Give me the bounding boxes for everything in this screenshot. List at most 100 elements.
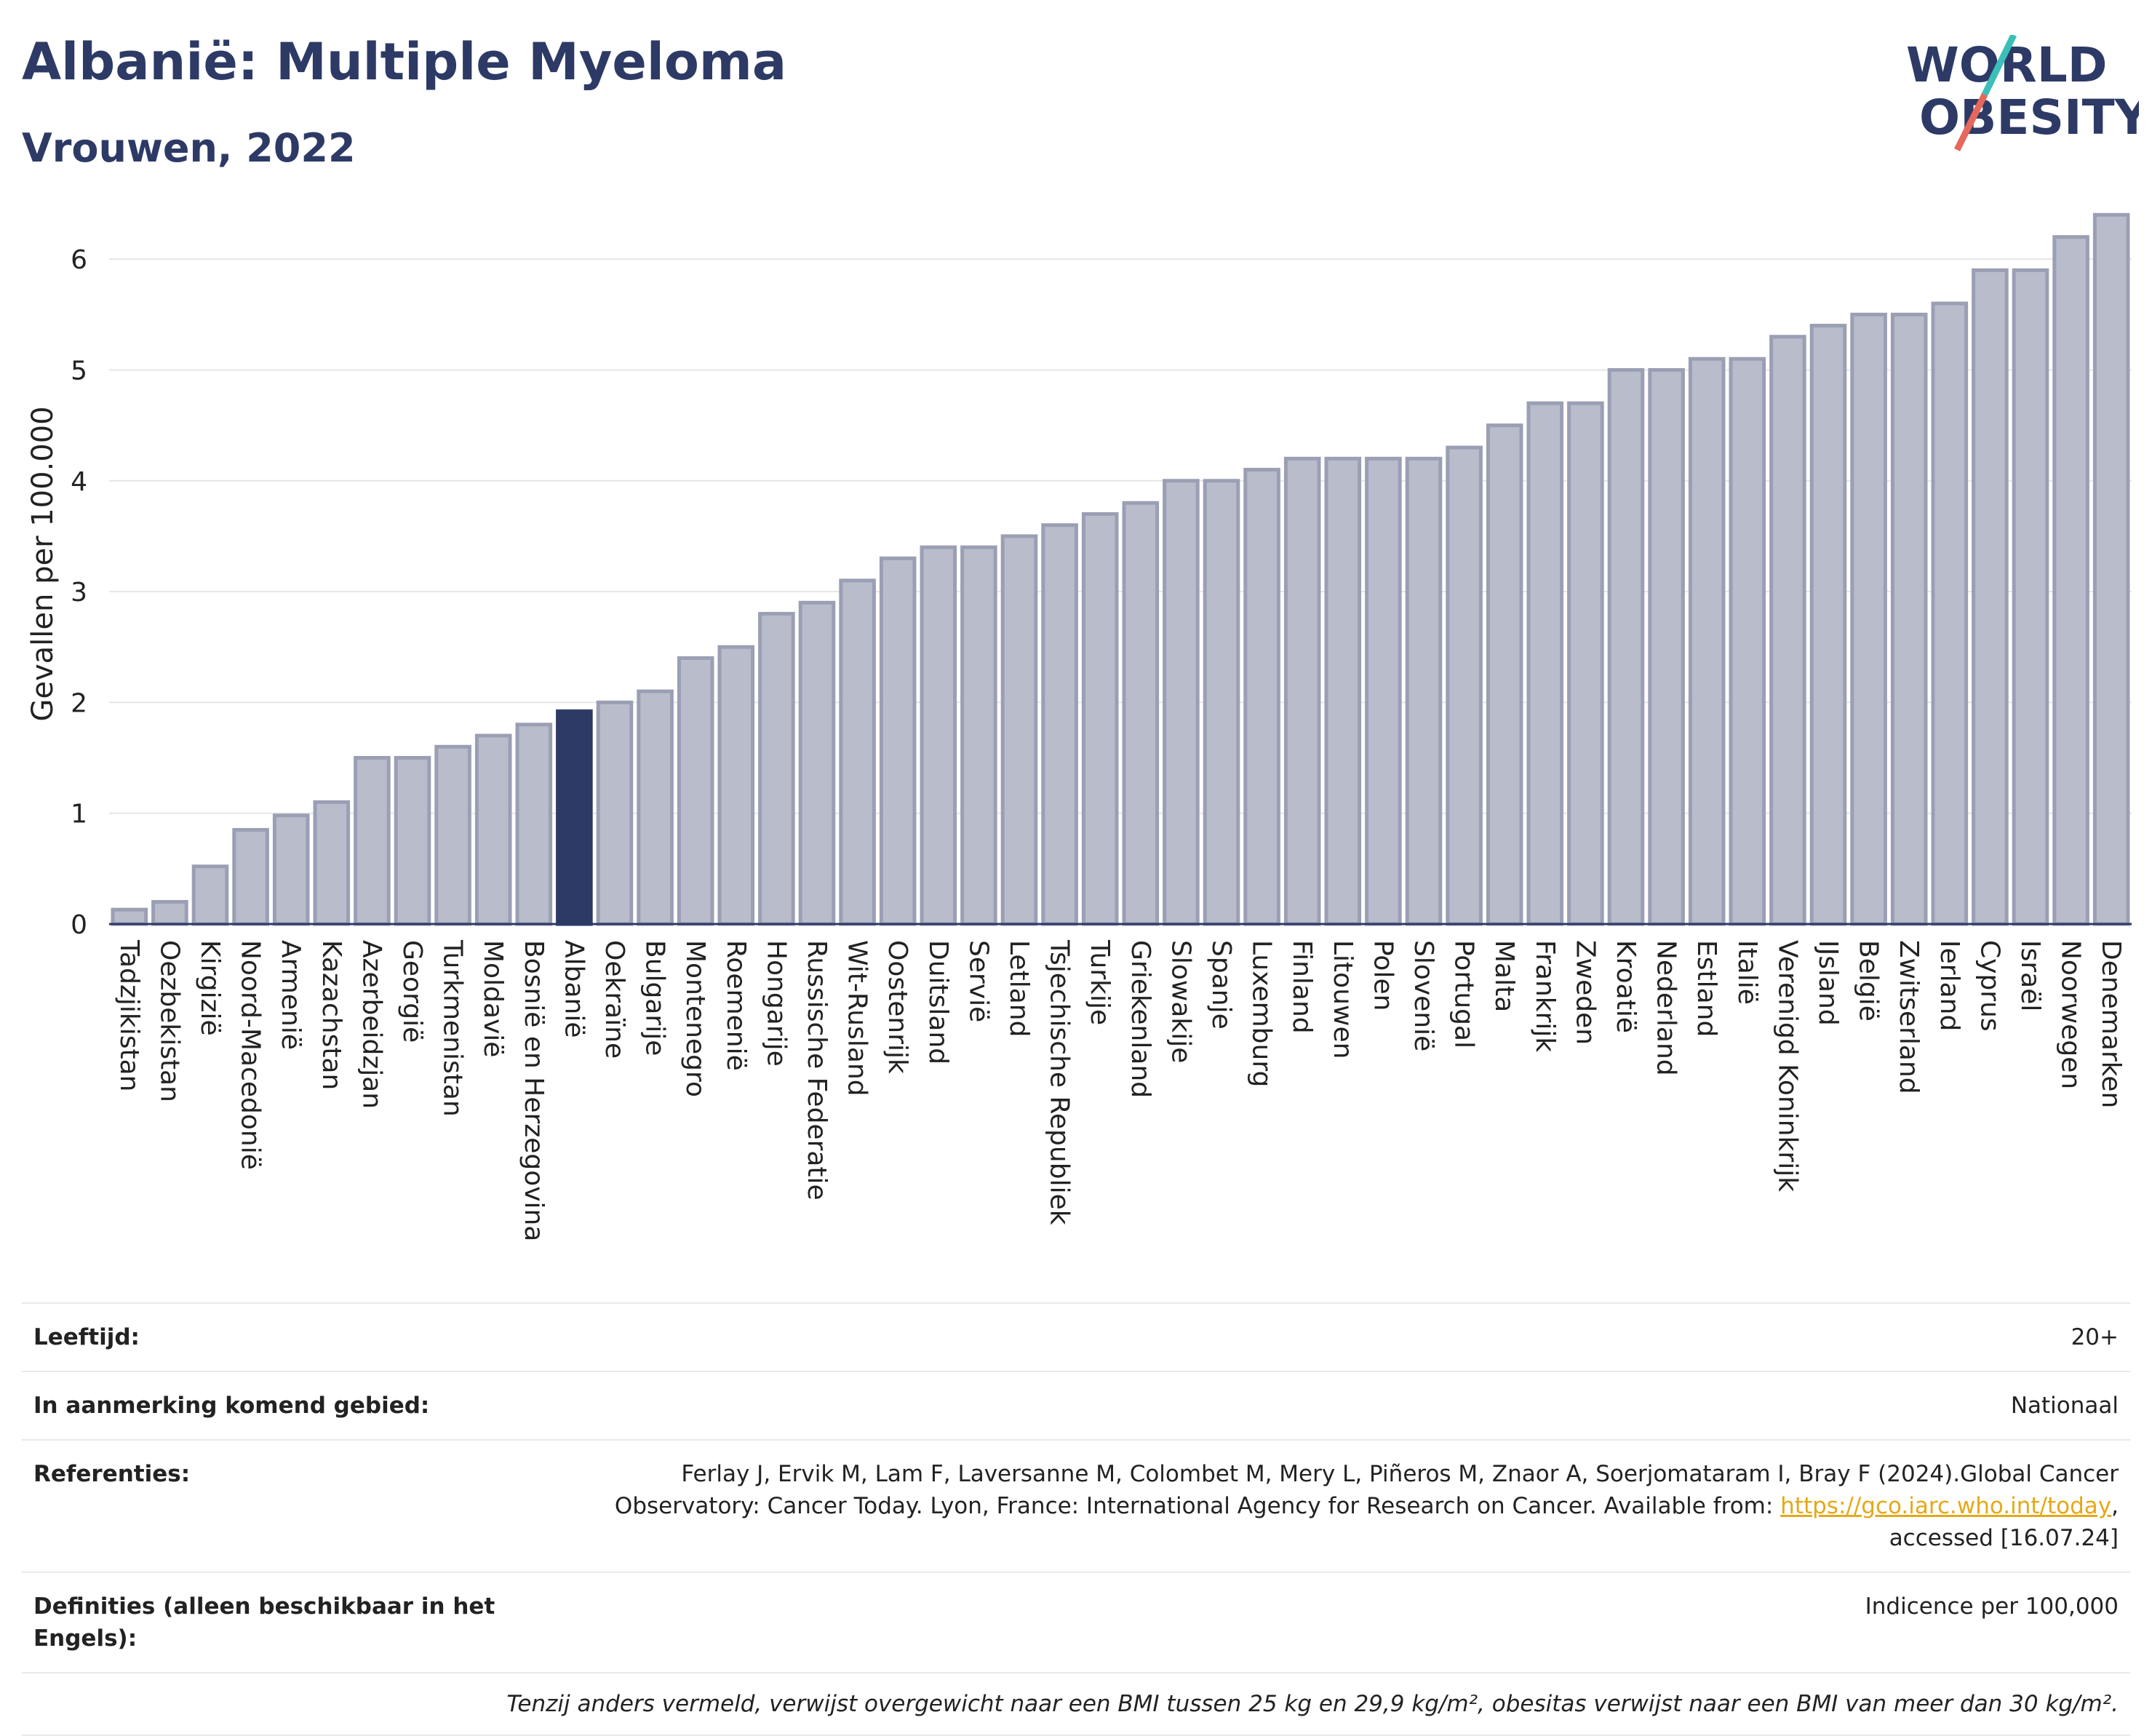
x-tick-label: Portugal <box>1449 940 1479 1048</box>
y-tick-label: 3 <box>71 578 87 608</box>
definitions-value: Indicence per 100,000 <box>1865 1593 2119 1620</box>
logo-line2: OBESITY <box>1919 89 2139 146</box>
bar-armeni- <box>272 813 310 926</box>
area-label: In aanmerking komend gebied: <box>33 1393 430 1419</box>
x-tick-label: België <box>1854 940 1884 1022</box>
x-tick-label: Georgië <box>397 940 427 1043</box>
x-tick-label: Noord-Macedonië <box>236 940 266 1170</box>
bar-slowakije <box>1163 479 1200 926</box>
bar-griekenland <box>1122 501 1160 926</box>
x-tick-label: Oostenrijk <box>882 940 912 1074</box>
bar-finland <box>1283 456 1321 926</box>
y-tick-label: 5 <box>71 356 87 386</box>
bar-estland <box>1688 357 1726 926</box>
bar-noord-macedoni- <box>232 828 269 926</box>
bar-montenegro <box>677 656 714 926</box>
page-subtitle: Vrouwen, 2022 <box>22 125 356 171</box>
bar-litouwen <box>1324 456 1362 926</box>
logo-slash-red <box>1953 92 1988 152</box>
x-tick-label: Litouwen <box>1328 940 1358 1059</box>
bar-kazachstan <box>313 800 351 926</box>
bar-denemarken <box>2092 212 2130 926</box>
x-tick-label: Zweden <box>1570 940 1600 1045</box>
bar-moldavi- <box>474 733 512 926</box>
bar-duitsland <box>920 545 957 926</box>
info-row-definitions: Definities (alleen beschikbaar in het En… <box>22 1572 2130 1672</box>
reference-link[interactable]: https://gco.iarc.who.int/today <box>1780 1493 2112 1519</box>
y-tick-label: 2 <box>71 688 87 718</box>
bar-nederland <box>1648 367 1685 926</box>
x-tick-label: Russische Federatie <box>802 940 832 1201</box>
x-tick-label: Israël <box>2015 940 2045 1011</box>
x-tick-label: Oekraïne <box>599 940 629 1059</box>
x-tick-label: Letland <box>1004 940 1034 1037</box>
x-tick-label: Nederland <box>1651 940 1681 1076</box>
bar-servi- <box>960 545 997 926</box>
bar-oezbekistan <box>151 900 188 926</box>
bar-malta <box>1486 423 1523 926</box>
bmi-note: Tenzij anders vermeld, verwijst overgewi… <box>506 1691 2119 1717</box>
x-tick-label: Italië <box>1732 940 1762 1005</box>
bar-roemeni- <box>717 645 755 926</box>
x-tick-label: Kazachstan <box>316 940 346 1090</box>
y-tick-label: 1 <box>71 800 87 829</box>
x-tick-label: Moldavië <box>478 940 508 1057</box>
bar-luxemburg <box>1243 468 1280 926</box>
bar-russische-federatie <box>798 600 836 926</box>
x-tick-label: Oezbekistan <box>154 940 184 1102</box>
x-tick-label: Bulgarije <box>640 940 670 1056</box>
bar-oekra-ne <box>596 700 634 926</box>
bar-itali- <box>1729 357 1766 926</box>
reference-line-2-text: Observatory: Cancer Today. Lyon, France:… <box>614 1493 1781 1519</box>
x-tick-label: IJsland <box>1813 940 1843 1026</box>
x-tick-label: Tsjechische Republiek <box>1045 939 1075 1225</box>
reference-line-2-end: , <box>2111 1493 2119 1519</box>
bar-georgi- <box>394 756 431 926</box>
bar-sloveni- <box>1405 456 1443 926</box>
info-row-note: Tenzij anders vermeld, verwijst overgewi… <box>22 1672 2130 1736</box>
references-value: Ferlay J, Ervik M, Lam F, Laversanne M, … <box>499 1458 2119 1554</box>
y-tick-label: 4 <box>71 467 87 497</box>
reference-line-3: accessed [16.07.24] <box>1889 1525 2119 1551</box>
info-row-references: Referenties: Ferlay J, Ervik M, Lam F, L… <box>22 1439 2130 1572</box>
bar-chart: 0 1 2 3 4 5 6 Tadzjikistan Oezbekistan Kirgizië N… <box>26 212 2132 1241</box>
bar-isra-l <box>2012 268 2049 926</box>
bar-tsjechische-republiek <box>1041 523 1078 926</box>
bar-hongarije <box>758 612 795 926</box>
reference-line-2: Observatory: Cancer Today. Lyon, France:… <box>499 1490 2119 1522</box>
age-value: 20+ <box>2071 1324 2119 1350</box>
bar-bulgarije <box>637 689 674 926</box>
x-tick-label: Polen <box>1368 940 1398 1011</box>
x-tick-label: Malta <box>1489 940 1519 1012</box>
bar-letland <box>1000 534 1038 926</box>
bar-cyprus <box>1972 268 2009 926</box>
x-tick-label: Armenië <box>276 940 306 1050</box>
x-tick-label: Wit-Rusland <box>842 940 872 1096</box>
x-tick-label: Servië <box>963 940 993 1022</box>
info-row-age: Leeftijd: 20+ <box>22 1302 2130 1371</box>
y-axis-ticks: 0 1 2 3 4 5 6 <box>71 245 87 940</box>
x-tick-label: Denemarken <box>2096 940 2126 1108</box>
x-tick-label: Kirgizië <box>195 940 225 1036</box>
bar-ierland <box>1931 301 1969 926</box>
reference-line-1: Ferlay J, Ervik M, Lam F, Laversanne M, … <box>681 1461 2119 1487</box>
bar-kirgizi- <box>191 864 229 926</box>
bar-portugal <box>1446 445 1483 926</box>
y-tick-label: 6 <box>71 245 87 275</box>
chart-bars <box>111 212 2130 926</box>
references-label: Referenties: <box>33 1461 191 1487</box>
bar-turkmenistan <box>434 744 471 926</box>
bar-wit-rusland <box>839 578 876 926</box>
x-tick-label: Noorwegen <box>2056 940 2086 1089</box>
x-tick-label: Duitsland <box>923 940 953 1064</box>
x-tick-label: Cyprus <box>1974 940 2004 1032</box>
bar-zwitserland <box>1890 312 1928 926</box>
info-table: Leeftijd: 20+ In aanmerking komend gebie… <box>22 1302 2130 1736</box>
bar-verenigd-koninkrijk <box>1769 335 1806 926</box>
bar-turkije <box>1081 511 1119 926</box>
x-tick-label: Verenigd Koninkrijk <box>1772 940 1802 1192</box>
bar-oostenrijk <box>879 556 917 926</box>
x-tick-label: Slovenië <box>1408 940 1438 1051</box>
bar-albani- <box>556 709 593 926</box>
bar-ijsland <box>1809 324 1847 926</box>
